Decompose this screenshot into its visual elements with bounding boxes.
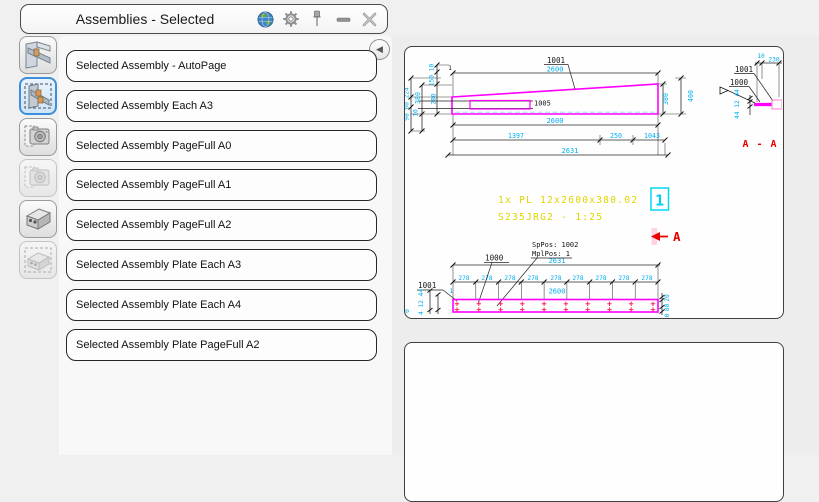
dim-zero-right: 0 bbox=[664, 313, 671, 317]
dim-80-right: 80 bbox=[664, 304, 671, 312]
master-drawing-button[interactable]: Selected Assembly Each A3 bbox=[66, 90, 377, 122]
sidebar-item-ga-drawings[interactable] bbox=[19, 36, 57, 74]
section-title: A - A bbox=[742, 139, 777, 150]
dim-278: 278 bbox=[527, 275, 538, 282]
dim-left-chain: 98 60 224 bbox=[405, 87, 411, 121]
dim-278: 278 bbox=[504, 275, 515, 282]
dim-278: 278 bbox=[641, 275, 652, 282]
pin-icon[interactable] bbox=[307, 9, 327, 29]
master-drawing-button[interactable]: Selected Assembly PageFull A0 bbox=[66, 130, 377, 162]
dim-280-left: 280 bbox=[431, 93, 438, 104]
dim-10-left: 10 bbox=[413, 109, 420, 117]
dim-278: 278 bbox=[595, 275, 606, 282]
dialog-title: Assemblies - Selected bbox=[75, 11, 215, 27]
view-direction-flag bbox=[719, 86, 729, 95]
assembly-drawing-icon bbox=[24, 83, 52, 109]
dim-150-10-left: 150 10 bbox=[429, 64, 436, 87]
annotations: 1x PL 12x2600x380.02 S235JRG2 - 1:25 1 A bbox=[498, 187, 681, 245]
dim-150-section: 150 bbox=[781, 53, 782, 60]
ga-drawing-icon bbox=[25, 41, 51, 69]
dim-230-section: 230 bbox=[768, 57, 779, 64]
dim-278: 278 bbox=[481, 275, 492, 282]
cast-unit-drawing-disabled-icon bbox=[24, 166, 50, 188]
part-mark-1001-section: 1001 bbox=[735, 65, 754, 74]
dim-2631-bottom-view: 2631 bbox=[549, 257, 566, 265]
dim-10-section: 10 bbox=[757, 53, 765, 60]
part-mark-1000-bottom: 1000 bbox=[485, 254, 504, 263]
drawing-preview-sheet-empty bbox=[404, 342, 784, 502]
dim-2600-top: 2600 bbox=[547, 66, 564, 74]
section-letter: A bbox=[673, 229, 681, 244]
part-mark-1005: 1005 bbox=[534, 100, 551, 108]
mpl-pos-label: MplPos: 1 bbox=[532, 250, 570, 258]
dim-380-right: 380 bbox=[662, 93, 670, 105]
dim-2600-bottom: 2600 bbox=[547, 117, 564, 125]
master-drawing-list-panel: ◀ Selected Assembly - AutoPage Selected … bbox=[59, 36, 392, 455]
titlebar-icons bbox=[255, 9, 379, 29]
drawing-preview-sheet: 1001 2600 1 1005 98 60 224 380 10 150 10… bbox=[404, 46, 784, 319]
dim-278: 278 bbox=[458, 275, 469, 282]
tick-label: 1 bbox=[448, 65, 452, 72]
dim-2631-top-view: 2631 bbox=[562, 147, 579, 155]
dim-zero-left: 0 bbox=[405, 309, 411, 313]
close-icon[interactable] bbox=[359, 9, 379, 29]
part-mark-1000-section: 1000 bbox=[730, 78, 749, 87]
dim-4-12-44: 4 12 44 bbox=[418, 289, 425, 315]
settings-gear-icon[interactable] bbox=[281, 9, 301, 29]
section-view: 10 230 150 1001 1000 44 12 44 A - A bbox=[719, 53, 783, 150]
dim-380-left: 380 bbox=[414, 92, 422, 104]
dim-278: 278 bbox=[572, 275, 583, 282]
single-part-drawing-icon bbox=[25, 208, 52, 230]
sidebar-item-single-part-drawings[interactable] bbox=[19, 200, 57, 238]
sidebar-item-cast-unit-drawings-disabled[interactable] bbox=[19, 159, 57, 197]
stud-marks bbox=[454, 301, 656, 312]
dim-44-12-44: 44 12 44 bbox=[734, 89, 741, 119]
part-mark-1001-bottom: 1001 bbox=[418, 281, 437, 290]
sidebar-item-cast-unit-drawings[interactable] bbox=[19, 118, 57, 156]
sidebar-item-assembly-drawings[interactable] bbox=[19, 77, 57, 115]
dim-250: 250 bbox=[610, 132, 622, 140]
tick-label-bottom: 1 bbox=[450, 288, 454, 295]
preview-area: 1001 2600 1 1005 98 60 224 380 10 150 10… bbox=[392, 36, 819, 502]
assembly-drawing-preview: 1001 2600 1 1005 98 60 224 380 10 150 10… bbox=[405, 53, 783, 317]
dim-20-right: 20 bbox=[664, 294, 671, 302]
part-number-box bbox=[650, 187, 670, 211]
dialog-titlebar[interactable]: Assemblies - Selected bbox=[20, 4, 388, 34]
minimize-icon[interactable] bbox=[333, 9, 353, 29]
master-drawing-button[interactable]: Selected Assembly PageFull A2 bbox=[66, 209, 377, 241]
master-drawing-button[interactable]: Selected Assembly Plate PageFull A2 bbox=[66, 329, 377, 361]
cast-unit-drawing-icon bbox=[24, 125, 50, 147]
world-icon[interactable] bbox=[255, 9, 275, 29]
top-view: 1001 2600 1 1005 98 60 224 380 10 150 10… bbox=[405, 56, 695, 158]
dim-2600-bottom-view: 2600 bbox=[549, 288, 566, 296]
drawing-type-sidebar bbox=[19, 36, 59, 282]
dim-1397: 1397 bbox=[508, 132, 524, 140]
dim-278: 278 bbox=[618, 275, 629, 282]
dim-1043: 1043 bbox=[644, 132, 660, 140]
part-description: 1x PL 12x2600x380.02 bbox=[498, 195, 638, 206]
material-scale: S235JRG2 - 1:25 bbox=[498, 212, 603, 223]
single-part-drawing-disabled-icon bbox=[24, 247, 52, 273]
master-drawing-button[interactable]: Selected Assembly Plate Each A3 bbox=[66, 249, 377, 281]
master-drawing-button[interactable]: Selected Assembly Plate Each A4 bbox=[66, 289, 377, 321]
bottom-view: 2631 278 278 278 278 278 278 278 278 278… bbox=[405, 241, 671, 317]
dim-400-right: 400 bbox=[687, 90, 695, 102]
section-arrow-head bbox=[651, 232, 660, 241]
master-drawing-button[interactable]: Selected Assembly PageFull A1 bbox=[66, 169, 377, 201]
sp-pos-label: SpPos: 1002 bbox=[532, 241, 578, 249]
master-drawing-button[interactable]: Selected Assembly - AutoPage bbox=[66, 50, 377, 82]
part-mark-1001: 1001 bbox=[547, 56, 566, 65]
dim-278: 278 bbox=[550, 275, 561, 282]
part-number: 1 bbox=[655, 192, 664, 210]
sidebar-item-single-part-drawings-disabled[interactable] bbox=[19, 241, 57, 279]
